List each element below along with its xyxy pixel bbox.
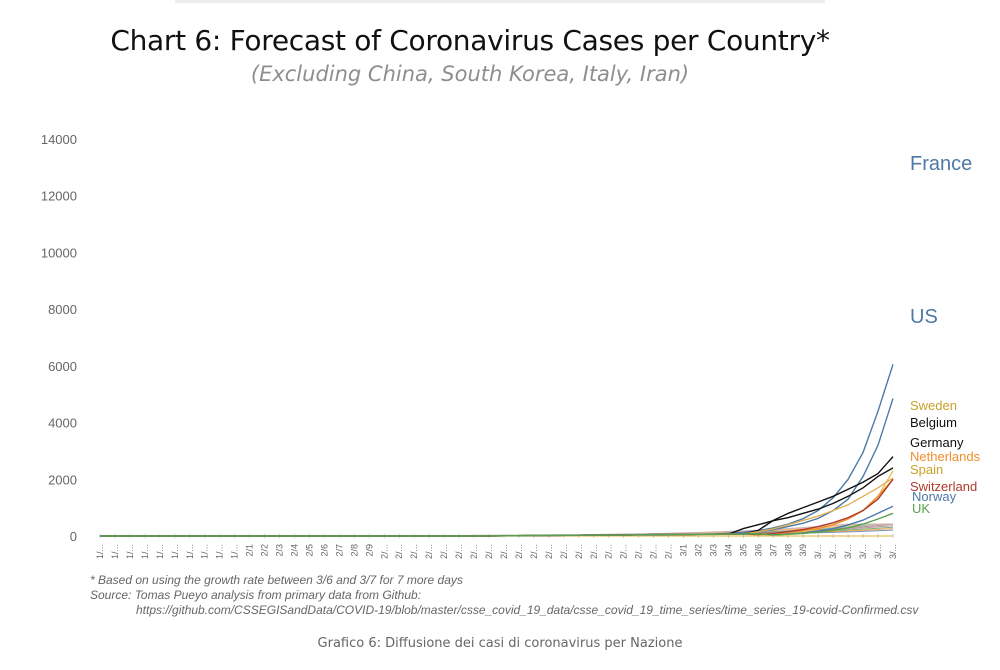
x-tick-label: 2/...: [379, 544, 389, 559]
x-tick-label: 3/7: [768, 544, 778, 557]
series-label-france: France: [910, 153, 972, 175]
source-url: https://github.com/CSSEGISandData/COVID-…: [136, 603, 919, 617]
y-tick-label: 10000: [41, 245, 77, 260]
x-tick-label: 2/...: [589, 544, 599, 559]
x-tick-label: 2/3: [275, 544, 285, 557]
x-tick-label: 1/...: [95, 544, 105, 559]
series-label-netherlands: Netherlands: [910, 449, 981, 464]
x-tick-label: 2/...: [649, 544, 659, 559]
x-tick-label: 3/8: [783, 544, 793, 557]
series-label-belgium: Belgium: [910, 415, 957, 430]
x-tick-label: 2/2: [260, 544, 270, 557]
series-line-france: [100, 364, 894, 537]
y-tick-label: 6000: [48, 359, 77, 374]
x-tick-label: 2/...: [454, 544, 464, 559]
series-label-germany: Germany: [910, 435, 964, 450]
x-tick-label: 2/...: [424, 544, 434, 559]
y-tick-label: 2000: [48, 472, 77, 487]
series-label-us: US: [910, 306, 938, 328]
x-tick-label: 2/4: [290, 544, 300, 557]
x-tick-label: 1/...: [140, 544, 150, 559]
x-tick-label: 2/...: [514, 544, 524, 559]
x-tick-label: 3/...: [888, 544, 898, 559]
x-tick-label: 2/1: [245, 544, 255, 557]
x-tick-label: 2/...: [634, 544, 644, 559]
x-tick-label: 2/...: [499, 544, 509, 559]
series-label-uk: UK: [912, 501, 930, 516]
image-caption: Grafico 6: Diffusione dei casi di corona…: [317, 636, 683, 651]
x-tick-label: 2/...: [394, 544, 404, 559]
x-tick-label: 3/1: [679, 544, 689, 557]
x-tick-label: 1/...: [125, 544, 135, 559]
series-line-uk: [100, 512, 894, 537]
x-tick-label: 2/...: [619, 544, 629, 559]
x-tick-label: 2/7: [334, 544, 344, 557]
x-tick-label: 3/...: [843, 544, 853, 559]
y-tick-label: 8000: [48, 302, 77, 317]
y-tick-label: 14000: [41, 132, 77, 147]
x-tick-label: 1/...: [185, 544, 195, 559]
x-tick-label: 1/...: [200, 544, 210, 559]
x-tick-label: 3/4: [723, 544, 733, 557]
x-tick-label: 2/...: [664, 544, 674, 559]
x-tick-label: 2/9: [364, 544, 374, 557]
series-line-belgium: [100, 456, 894, 537]
x-tick-label: 2/...: [544, 544, 554, 559]
y-tick-label: 12000: [41, 189, 77, 204]
x-tick-label: 3/...: [873, 544, 883, 559]
chart-subtitle: (Excluding China, South Korea, Italy, Ir…: [250, 62, 690, 86]
series-line-sweden: [100, 470, 894, 537]
x-tick-label: 2/...: [574, 544, 584, 559]
x-tick-label: 2/...: [409, 544, 419, 559]
x-tick-label: 3/...: [828, 544, 838, 559]
series-line-us: [100, 398, 894, 537]
series-label-switzerland: Switzerland: [910, 479, 977, 494]
y-tick-label: 0: [70, 529, 77, 544]
x-tick-label: 2/...: [469, 544, 479, 559]
x-tick-label: 1/...: [170, 544, 180, 559]
x-tick-label: 2/...: [559, 544, 569, 559]
x-tick-label: 3/...: [813, 544, 823, 559]
x-tick-label: 3/3: [708, 544, 718, 557]
x-tick-label: 3/9: [798, 544, 808, 557]
chart-title: Chart 6: Forecast of Coronavirus Cases p…: [110, 24, 830, 57]
x-tick-label: 2/...: [484, 544, 494, 559]
x-tick-label: 2/6: [319, 544, 329, 557]
series-label-norway: Norway: [912, 489, 957, 504]
source-text: Source: Tomas Pueyo analysis from primar…: [90, 588, 422, 602]
x-tick-label: 1/...: [230, 544, 240, 559]
series-line-germany: [100, 467, 894, 537]
x-tick-label: 2/...: [604, 544, 614, 559]
x-tick-label: 1/...: [155, 544, 165, 559]
x-tick-label: 2/5: [304, 544, 314, 557]
x-tick-label: 3/2: [693, 544, 703, 557]
x-tick-label: 1/...: [110, 544, 120, 559]
footnote: * Based on using the growth rate between…: [90, 573, 463, 587]
series-label-sweden: Sweden: [910, 398, 957, 413]
x-tick-label: 2/8: [349, 544, 359, 557]
x-tick-label: 1/...: [215, 544, 225, 559]
x-tick-label: 3/5: [738, 544, 748, 557]
top-divider: [175, 0, 825, 3]
series-label-spain: Spain: [910, 462, 943, 477]
x-tick-label: 3/6: [753, 544, 763, 557]
y-tick-label: 4000: [48, 416, 77, 431]
x-tick-label: 2/...: [439, 544, 449, 559]
x-tick-label: 3/...: [858, 544, 868, 559]
x-tick-label: 2/...: [529, 544, 539, 559]
